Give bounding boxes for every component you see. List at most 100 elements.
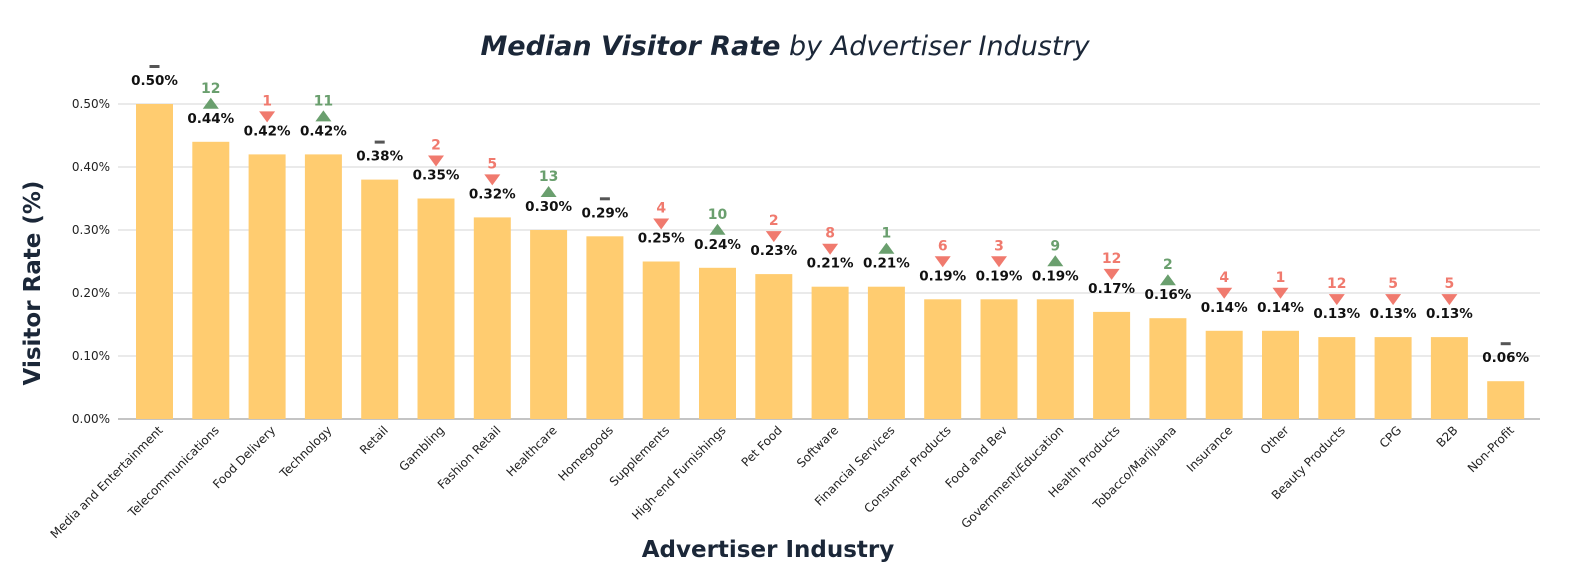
value-label: 0.13% xyxy=(1426,306,1473,322)
rank-down-icon xyxy=(1441,294,1458,306)
bar xyxy=(1262,330,1299,419)
y-axis-label: Visitor Rate (%) xyxy=(20,181,46,386)
value-labels: 0.50% 0.44% 0.42% 0.42% 0.38% 0.35% 0.32% 0.30%… xyxy=(131,73,1530,366)
bar xyxy=(642,261,680,419)
rank-change-number: 11 xyxy=(314,93,333,109)
bar xyxy=(1318,337,1356,419)
value-label: 0.38% xyxy=(356,149,403,165)
value-label: 0.42% xyxy=(244,123,291,139)
bar xyxy=(361,179,399,419)
bar xyxy=(1487,381,1525,419)
rank-up-icon xyxy=(540,186,557,197)
rank-down-icon xyxy=(1385,294,1402,306)
x-tick-label: High-end Furnishings xyxy=(629,423,728,522)
value-label: 0.44% xyxy=(187,111,234,127)
rank-down-icon xyxy=(1272,287,1289,299)
rank-change-number: 2 xyxy=(769,213,779,229)
rank-down-icon xyxy=(259,111,276,123)
rank-change-number: 5 xyxy=(1445,276,1455,292)
bar xyxy=(417,198,455,419)
rank-change-number: 8 xyxy=(825,226,835,242)
bar xyxy=(1205,330,1243,419)
bar xyxy=(867,286,905,419)
bar xyxy=(586,236,624,419)
value-label: 0.35% xyxy=(413,168,460,184)
value-label: 0.19% xyxy=(976,268,1023,284)
rank-down-icon xyxy=(934,256,951,268)
bar xyxy=(1149,318,1187,419)
rank-down-icon xyxy=(1328,294,1345,306)
x-tick-label: Healthcare xyxy=(504,423,560,479)
y-tick-label: 0.40% xyxy=(72,160,110,174)
rank-change-number: 13 xyxy=(539,169,558,185)
rank-same-icon xyxy=(374,140,385,144)
bar xyxy=(192,141,230,420)
y-tick-label: 0.50% xyxy=(72,97,110,111)
x-tick-label: Insurance xyxy=(1184,423,1236,475)
value-label: 0.25% xyxy=(638,231,685,247)
rank-same-icon xyxy=(1500,342,1511,346)
x-tick-label: Media and Entertainment xyxy=(48,423,166,541)
rank-change-number: 2 xyxy=(1163,257,1173,273)
value-label: 0.16% xyxy=(1144,287,1191,303)
rank-change-number: 6 xyxy=(938,238,948,254)
rank-down-icon xyxy=(428,155,444,167)
bar xyxy=(699,267,736,419)
bar xyxy=(1093,311,1131,419)
bar xyxy=(304,154,342,419)
value-label: 0.29% xyxy=(581,205,628,221)
rank-change-number: 5 xyxy=(1388,276,1398,292)
y-tick-label: 0.30% xyxy=(72,223,110,237)
rank-down-icon xyxy=(991,256,1007,268)
rank-change-number: 12 xyxy=(1102,251,1121,267)
rank-change-number: 4 xyxy=(1219,270,1229,286)
rank-change-number: 12 xyxy=(201,81,220,97)
rank-down-icon xyxy=(1103,268,1120,280)
x-tick-label: Government/Education xyxy=(958,423,1066,531)
value-label: 0.19% xyxy=(1032,268,1079,284)
bar xyxy=(924,299,962,419)
x-tick-label: CPG xyxy=(1377,423,1405,451)
value-label: 0.30% xyxy=(525,199,572,215)
value-label: 0.14% xyxy=(1201,300,1248,316)
x-tick-label: Non-Profit xyxy=(1465,423,1517,475)
rank-same-icon xyxy=(149,65,160,68)
rank-same-icon xyxy=(599,197,610,201)
value-label: 0.32% xyxy=(469,186,516,202)
rank-down-icon xyxy=(484,174,501,186)
value-label: 0.21% xyxy=(863,256,910,272)
bar xyxy=(248,154,286,419)
chart-title-rest: by Advertiser Industry xyxy=(780,31,1090,62)
rank-up-icon xyxy=(202,97,219,109)
rank-down-icon xyxy=(765,231,782,243)
x-tick-label: Telecommunications xyxy=(125,423,222,520)
y-tick-label: 0.20% xyxy=(72,286,110,300)
x-tick-label: Homegoods xyxy=(555,423,616,484)
bar xyxy=(1036,299,1074,419)
rank-change-number: 1 xyxy=(1276,270,1286,286)
rank-down-icon xyxy=(1216,287,1233,299)
rank-up-icon xyxy=(1047,255,1064,267)
value-label: 0.21% xyxy=(807,256,854,272)
rank-down-icon xyxy=(653,218,670,230)
value-label: 0.50% xyxy=(131,73,178,89)
x-tick-label: B2B xyxy=(1434,423,1461,450)
rank-change-number: 1 xyxy=(262,93,272,109)
bar xyxy=(1374,337,1412,419)
y-tick-label: 0.00% xyxy=(72,412,110,426)
bar xyxy=(755,274,793,419)
value-label: 0.19% xyxy=(919,268,966,284)
rank-change-number: 4 xyxy=(656,201,666,217)
x-tick-label: Gambling xyxy=(396,423,447,474)
chart-title-bold: Median Visitor Rate xyxy=(480,31,780,62)
value-label: 0.17% xyxy=(1088,281,1135,297)
chart-title: Median Visitor Rate by Advertiser Indust… xyxy=(480,31,1090,62)
rank-change-number: 2 xyxy=(431,138,441,154)
y-axis-ticks: 0.00% 0.10% 0.20% 0.30% 0.40% 0.50% xyxy=(72,97,110,426)
rank-up-icon xyxy=(1159,274,1176,286)
value-label: 0.42% xyxy=(300,123,347,139)
x-tick-label: Retail xyxy=(357,423,391,457)
rank-change-number: 3 xyxy=(994,238,1004,254)
